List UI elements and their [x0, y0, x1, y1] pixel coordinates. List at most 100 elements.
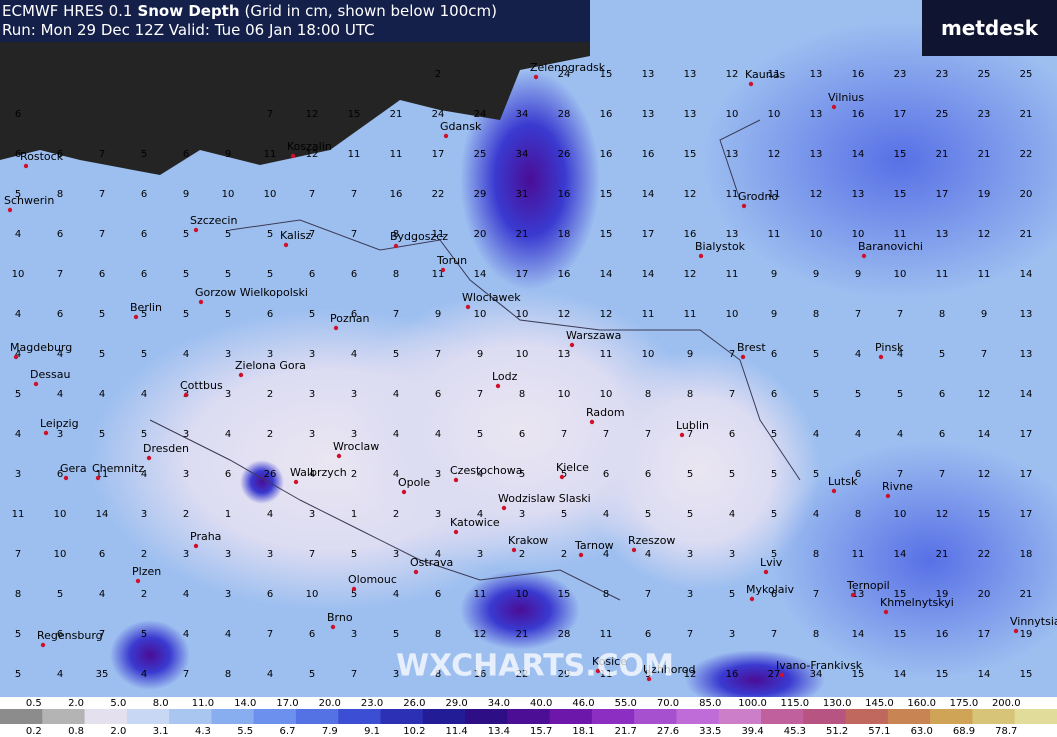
grid-value: 5 [225, 309, 231, 320]
colorbar-label-in: 11.4 [445, 726, 467, 737]
city-dot [283, 242, 289, 248]
grid-value: 8 [813, 549, 819, 560]
logo: metdesk [922, 0, 1057, 56]
colorbar-label-in: 10.2 [403, 726, 425, 737]
grid-value: 3 [183, 429, 189, 440]
city-dot [238, 372, 244, 378]
colorbar-swatch [465, 709, 508, 724]
grid-value: 3 [393, 669, 399, 680]
grid-value: 4 [729, 509, 735, 520]
grid-value: 4 [267, 509, 273, 520]
grid-value: 11 [474, 589, 487, 600]
city-label: Katowice [450, 516, 500, 529]
grid-value: 4 [57, 389, 63, 400]
grid-value: 16 [600, 109, 613, 120]
grid-value: 6 [939, 389, 945, 400]
colorbar-label-in: 68.9 [953, 726, 975, 737]
colorbar-swatch [422, 709, 466, 724]
city-label: Gdansk [440, 120, 482, 133]
grid-value: 5 [141, 309, 147, 320]
city-dot [1013, 628, 1019, 634]
grid-value: 15 [600, 189, 613, 200]
grid-value: 14 [642, 189, 655, 200]
grid-value: 1 [351, 509, 357, 520]
grid-value: 3 [351, 389, 357, 400]
grid-value: 6 [15, 149, 21, 160]
grid-value: 7 [57, 269, 63, 280]
city-dot [831, 488, 837, 494]
grid-value: 8 [939, 309, 945, 320]
colorbar-label-cm: 40.0 [530, 698, 552, 709]
grid-value: 4 [897, 349, 903, 360]
grid-value: 3 [351, 629, 357, 640]
grid-value: 25 [474, 149, 487, 160]
grid-value: 4 [855, 429, 861, 440]
city-labels: Rostock Schwerin Szczecin Koszalin Gdansk Zel… [4, 61, 1057, 682]
grid-value: 24 [474, 109, 487, 120]
grid-value: 16 [558, 269, 571, 280]
city-dot [23, 163, 29, 169]
grid-value: 4 [603, 549, 609, 560]
city-dot [779, 672, 785, 678]
grid-value: 11 [96, 469, 109, 480]
grid-value: 14 [1020, 389, 1033, 400]
grid-value: 20 [474, 229, 487, 240]
grid-value: 7 [393, 309, 399, 320]
city-label: Lublin [676, 419, 709, 432]
city-label: Koszalin [287, 140, 332, 153]
grid-value: 1 [225, 509, 231, 520]
city-dot [679, 432, 685, 438]
grid-value: 24 [432, 109, 445, 120]
city-label: Praha [190, 530, 221, 543]
grid-value: 17 [642, 229, 655, 240]
grid-value: 13 [810, 69, 823, 80]
grid-value: 4 [393, 589, 399, 600]
grid-value: 5 [141, 349, 147, 360]
colorbar-label-in: 3.1 [153, 726, 169, 737]
grid-value: 11 [600, 669, 613, 680]
grid-value: 5 [561, 469, 567, 480]
colorbar-label-in: 51.2 [826, 726, 848, 737]
grid-value: 5 [645, 509, 651, 520]
grid-value: 16 [726, 669, 739, 680]
grid-value: 5 [183, 309, 189, 320]
colorbar-label-in: 27.6 [657, 726, 679, 737]
grid-value: 4 [141, 389, 147, 400]
city-label: Uzhhorod [643, 663, 696, 676]
grid-value: 7 [603, 429, 609, 440]
grid-value: 3 [225, 389, 231, 400]
city-dot [135, 578, 141, 584]
city-dot [413, 569, 419, 575]
grid-value: 2 [183, 509, 189, 520]
grid-value: 21 [1020, 229, 1033, 240]
city-label: Vilnius [828, 91, 864, 104]
grid-value: 13 [684, 109, 697, 120]
grid-value: 21 [516, 629, 529, 640]
colorbar-swatch [845, 709, 889, 724]
colorbar-swatch [1014, 709, 1057, 724]
colorbar-label-in: 39.4 [741, 726, 763, 737]
grid-value: 9 [687, 349, 693, 360]
city-dot [578, 552, 584, 558]
colorbar-label-in: 0.8 [68, 726, 84, 737]
colorbar-label-in: 63.0 [911, 726, 933, 737]
city-label: Kaunas [745, 68, 785, 81]
city-dot [193, 227, 199, 233]
colorbar-label-cm: 55.0 [615, 698, 637, 709]
grid-value: 5 [813, 349, 819, 360]
colorbar-swatch [42, 709, 86, 724]
colorbar-label-cm: 29.0 [445, 698, 467, 709]
colorbar-label-in: 21.7 [615, 726, 637, 737]
grid-value: 10 [852, 229, 865, 240]
grid-value: 12 [684, 189, 697, 200]
grid-value: 7 [813, 589, 819, 600]
grid-value: 10 [516, 589, 529, 600]
city-label: Radom [586, 406, 625, 419]
city-dot [646, 676, 652, 682]
colorbar-label-cm: 20.0 [319, 698, 341, 709]
grid-value: 10 [810, 229, 823, 240]
city-label: Rzeszow [628, 534, 675, 547]
grid-value: 4 [435, 429, 441, 440]
grid-value: 8 [225, 669, 231, 680]
